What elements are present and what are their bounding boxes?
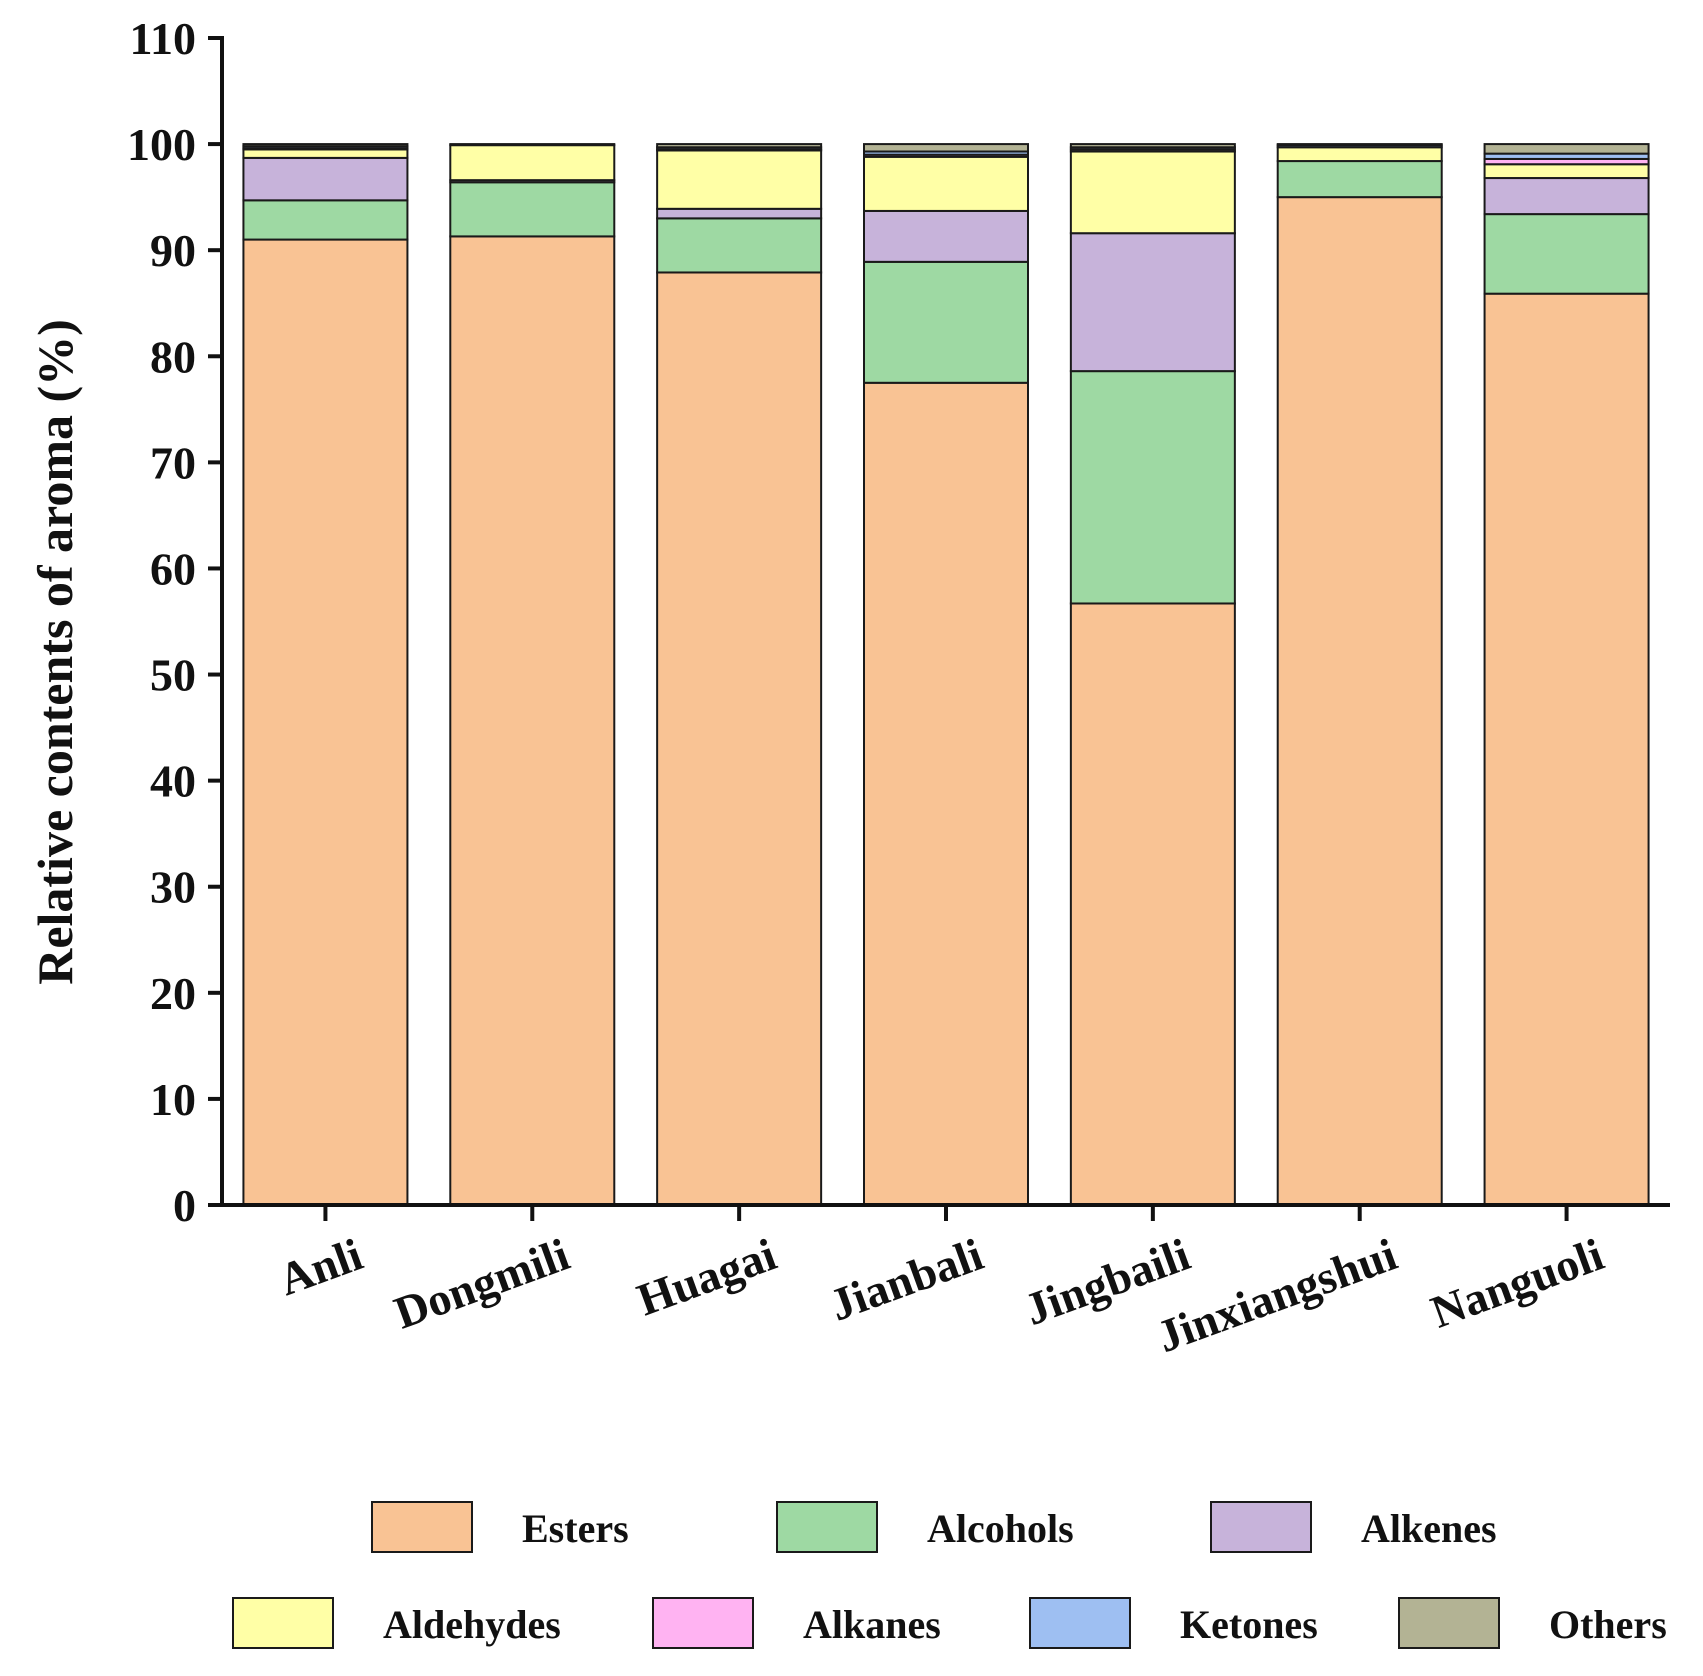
bar-segment-alcohols-jingbaili bbox=[1069, 370, 1236, 605]
x-tick-label-jinxiangshui: Jinxiangshui bbox=[1150, 1228, 1403, 1362]
y-tick-label-110: 110 bbox=[130, 13, 196, 64]
bar-segment-alcohols-jinxiangshui bbox=[1276, 160, 1443, 199]
bar-segment-esters-nanguoli bbox=[1483, 292, 1650, 1206]
legend-label-alkanes: Alkanes bbox=[803, 1602, 941, 1647]
legend: Esters Alcohols Alkenes Aldehydes Alkanes Ket… bbox=[232, 1501, 1667, 1649]
bar-segment-alcohols-jianbali bbox=[863, 260, 1029, 384]
legend-label-esters: Esters bbox=[522, 1506, 629, 1551]
legend-label-aldehydes: Aldehydes bbox=[383, 1602, 561, 1647]
y-tick-label-90: 90 bbox=[150, 225, 196, 276]
bar-segment-esters-jinxiangshui bbox=[1276, 196, 1443, 1206]
y-ticks-group: 0 10 20 30 40 50 60 70 80 90 100 110 bbox=[127, 13, 222, 1231]
bar-segment-aldehydes-anli bbox=[242, 148, 409, 159]
y-tick-label-80: 80 bbox=[150, 331, 196, 382]
y-tick-label-70: 70 bbox=[150, 437, 196, 488]
bar-segment-esters-jingbaili bbox=[1069, 602, 1236, 1206]
bar-segment-others-nanguoli bbox=[1483, 143, 1650, 155]
y-tick-label-60: 60 bbox=[150, 543, 196, 594]
y-tick-label-0: 0 bbox=[173, 1180, 196, 1231]
x-tick-label-huagai: Huagai bbox=[631, 1228, 783, 1325]
legend-label-ketones: Ketones bbox=[1180, 1602, 1318, 1647]
x-tick-label-anli: Anli bbox=[272, 1228, 369, 1305]
bar-segment-alcohols-huagai bbox=[656, 217, 823, 274]
bar-segment-others-jingbaili bbox=[1069, 143, 1236, 149]
bar-segment-aldehydes-dongmili bbox=[449, 144, 616, 182]
legend-swatch-others bbox=[1398, 1597, 1500, 1649]
legend-swatch-esters bbox=[371, 1501, 473, 1553]
x-ticks-group: Anli Dongmili Huagai Jianbali JingbailiJinxi… bbox=[272, 1205, 1610, 1362]
bar-segment-esters-anli bbox=[242, 238, 409, 1206]
bar-segment-alkenes-huagai bbox=[656, 207, 823, 220]
x-tick-label-nanguoli: Nanguoli bbox=[1424, 1228, 1610, 1337]
bar-segment-ketones-dongmili bbox=[449, 143, 616, 147]
legend-swatch-alkanes bbox=[652, 1597, 754, 1649]
bar-segment-alkenes-anli bbox=[242, 156, 409, 202]
bar-segment-others-jianbali bbox=[863, 143, 1029, 153]
bar-segment-esters-jianbali bbox=[863, 381, 1029, 1206]
legend-label-others: Others bbox=[1549, 1602, 1667, 1647]
bar-segment-others-anli bbox=[242, 143, 409, 148]
bar-segment-esters-huagai bbox=[656, 271, 823, 1206]
bar-segment-aldehydes-jianbali bbox=[863, 155, 1029, 212]
bar-segment-aldehydes-huagai bbox=[656, 149, 823, 210]
bar-segment-alcohols-dongmili bbox=[449, 181, 616, 238]
bar-segment-alcohols-nanguoli bbox=[1483, 213, 1650, 295]
y-tick-label-20: 20 bbox=[150, 968, 196, 1019]
bar-segment-esters-dongmili bbox=[449, 235, 616, 1206]
y-tick-label-10: 10 bbox=[150, 1074, 196, 1125]
bar-segment-alkenes-jingbaili bbox=[1069, 232, 1236, 373]
legend-swatch-ketones bbox=[1029, 1597, 1131, 1649]
bar-segment-aldehydes-jinxiangshui bbox=[1276, 146, 1443, 163]
bar-segment-others-jinxiangshui bbox=[1276, 143, 1443, 147]
legend-label-alkenes: Alkenes bbox=[1361, 1506, 1497, 1551]
y-tick-label-50: 50 bbox=[150, 650, 196, 701]
legend-swatch-alcohols bbox=[776, 1501, 878, 1553]
bar-segment-others-huagai bbox=[656, 143, 823, 149]
x-tick-label-dongmili: Dongmili bbox=[388, 1228, 576, 1338]
y-tick-label-30: 30 bbox=[150, 862, 196, 913]
bar-segment-alkenes-nanguoli bbox=[1483, 177, 1650, 216]
x-tick-label-jianbali: Jianbali bbox=[823, 1228, 990, 1330]
y-axis-title: Relative contents of aroma (%) bbox=[27, 319, 83, 985]
bar-segment-alkenes-jianbali bbox=[863, 209, 1029, 263]
legend-swatch-aldehydes bbox=[232, 1597, 334, 1649]
y-tick-label-100: 100 bbox=[127, 119, 196, 170]
bar-segment-aldehydes-nanguoli bbox=[1483, 163, 1650, 180]
bars-group bbox=[242, 143, 1650, 1206]
legend-label-alcohols: Alcohols bbox=[927, 1506, 1074, 1551]
bar-segment-aldehydes-jingbaili bbox=[1069, 150, 1236, 235]
legend-swatch-alkenes bbox=[1210, 1501, 1312, 1553]
bar-segment-alcohols-anli bbox=[242, 199, 409, 241]
y-tick-label-40: 40 bbox=[150, 756, 196, 807]
